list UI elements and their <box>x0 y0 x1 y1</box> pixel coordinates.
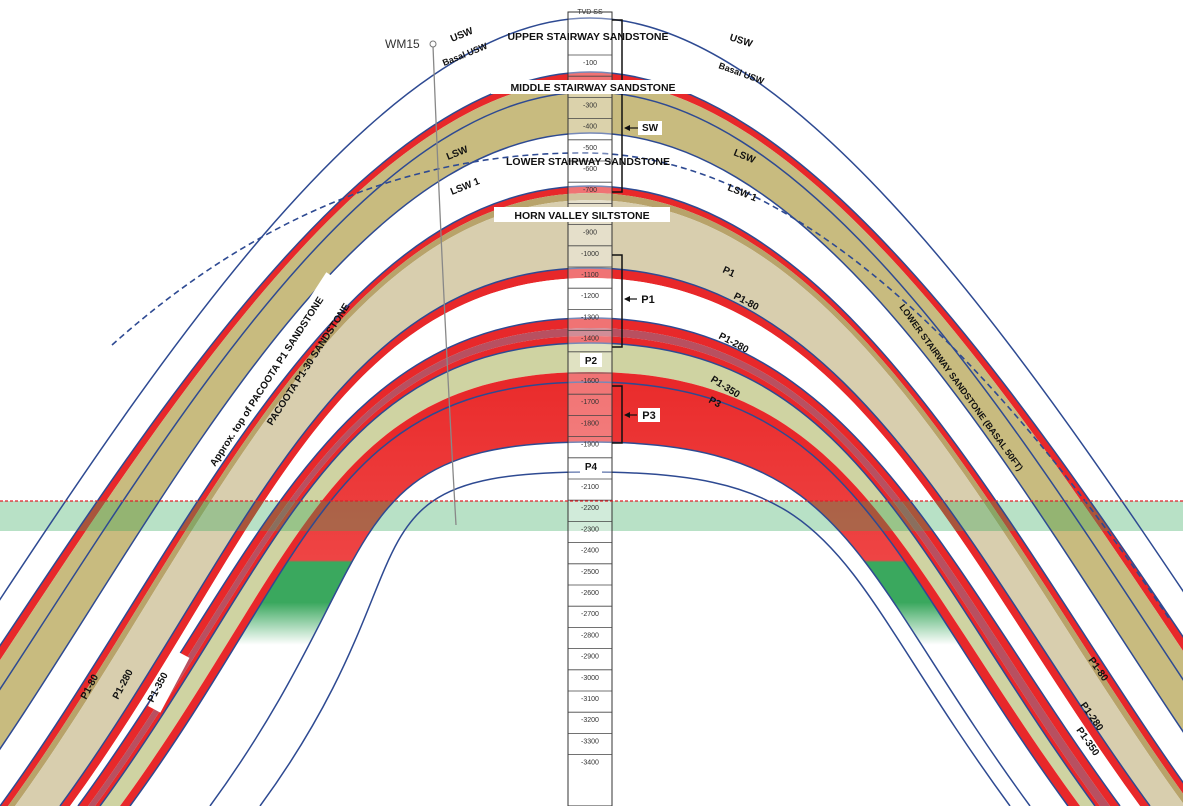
p1-bracket-label: P1 <box>641 294 654 306</box>
p3-bracket-label: P3 <box>642 410 655 422</box>
depth-tick-label: -1400 <box>581 336 599 343</box>
zone-p2-label: P2 <box>585 356 598 367</box>
depth-tick-label: -1200 <box>581 293 599 300</box>
p3-horizon-label: P3 <box>707 395 723 411</box>
p1-red-band <box>60 268 1150 806</box>
well-location-icon <box>429 40 437 48</box>
depth-tick-label: -3300 <box>581 738 599 745</box>
depth-tick-label: -3200 <box>581 717 599 724</box>
horizon-line <box>0 185 1183 806</box>
usw-label-left: USW <box>449 26 475 45</box>
depth-tick-label: -2800 <box>581 632 599 639</box>
depth-column: TVD SS -100-200-300-400-500-600-700-800-… <box>567 9 613 806</box>
depth-tick-label: -1100 <box>581 272 598 279</box>
depth-tick-label: -3000 <box>581 675 599 682</box>
depth-tick-label: -2300 <box>581 526 599 533</box>
p1-80-lower-band <box>88 328 1110 806</box>
p1-horizon-label: P1 <box>721 265 737 280</box>
depth-tick-label: -2400 <box>581 548 599 555</box>
usw-label-right: USW <box>728 32 754 50</box>
upper-stairway-sandstone-label: UPPER STAIRWAY SANDSTONE <box>507 31 668 43</box>
depth-tick-label: -900 <box>583 230 597 237</box>
horizon-line <box>0 17 1183 601</box>
middle-stairway-sandstone-label: MIDDLE STAIRWAY SANDSTONE <box>510 82 675 94</box>
p3-gas-band <box>130 382 1068 806</box>
depth-tick-label: -2500 <box>581 569 599 576</box>
sw-arrow-icon <box>624 125 638 131</box>
p1-bracket <box>612 254 623 348</box>
depth-tick-label: -500 <box>583 145 597 152</box>
well-name: WM15 <box>385 37 420 51</box>
depth-tick-label: -300 <box>583 102 597 109</box>
horn-valley-band <box>15 200 1183 806</box>
depth-column-header: TVD SS <box>577 9 603 16</box>
depth-tick-label: -1700 <box>581 399 599 406</box>
horizon-line <box>129 381 1069 806</box>
depth-tick-label: -400 <box>583 124 597 131</box>
depth-tick-label: -100 <box>583 60 597 67</box>
horizon-line <box>99 342 1096 806</box>
depth-tick-label: -600 <box>583 166 597 173</box>
p3-arrow-icon <box>624 412 637 418</box>
depth-tick-label: -2100 <box>581 484 599 491</box>
depth-tick-label: -1300 <box>581 314 599 321</box>
p1-80-red-band <box>78 318 1120 806</box>
lsw1-dashed-horizon <box>111 152 1171 621</box>
depth-tick-label: -1600 <box>581 378 599 385</box>
depth-tick-label: -1800 <box>581 420 599 427</box>
p3-bracket <box>612 385 623 444</box>
p1-280-red-band <box>95 336 1100 806</box>
depth-tick-label: -2200 <box>581 505 599 512</box>
depth-tick-label: -1900 <box>581 442 599 449</box>
zone-p4-label: P4 <box>585 462 598 473</box>
horizon-line <box>0 71 1183 648</box>
sw-bracket-label: SW <box>642 123 659 134</box>
horizon-line <box>59 267 1151 806</box>
p1-white-band <box>70 278 1140 806</box>
horn-valley-siltstone-label: HORN VALLEY SILTSTONE <box>514 210 649 222</box>
horizon-line <box>77 317 1121 806</box>
depth-tick-label: -700 <box>583 187 597 194</box>
well-trajectory <box>432 45 457 526</box>
depth-tick-label: -3400 <box>581 760 599 767</box>
water-leg-overlay <box>0 501 1183 531</box>
p1-arrow-icon <box>624 296 637 302</box>
p2-band <box>100 343 1095 806</box>
horizon-line <box>0 132 1183 751</box>
depth-tick-label: -3100 <box>581 696 599 703</box>
p4-band <box>210 442 1030 806</box>
sw-bracket <box>612 19 623 193</box>
lower-stairway-sandstone-label: LOWER STAIRWAY SANDSTONE <box>506 156 670 168</box>
depth-tick-label: -2700 <box>581 611 599 618</box>
depth-column-frame <box>567 11 613 806</box>
depth-tick-label: -2600 <box>581 590 599 597</box>
depth-tick-label: -1000 <box>581 251 599 258</box>
depth-tick-label: -2900 <box>581 654 599 661</box>
horizon-line <box>209 441 1031 806</box>
